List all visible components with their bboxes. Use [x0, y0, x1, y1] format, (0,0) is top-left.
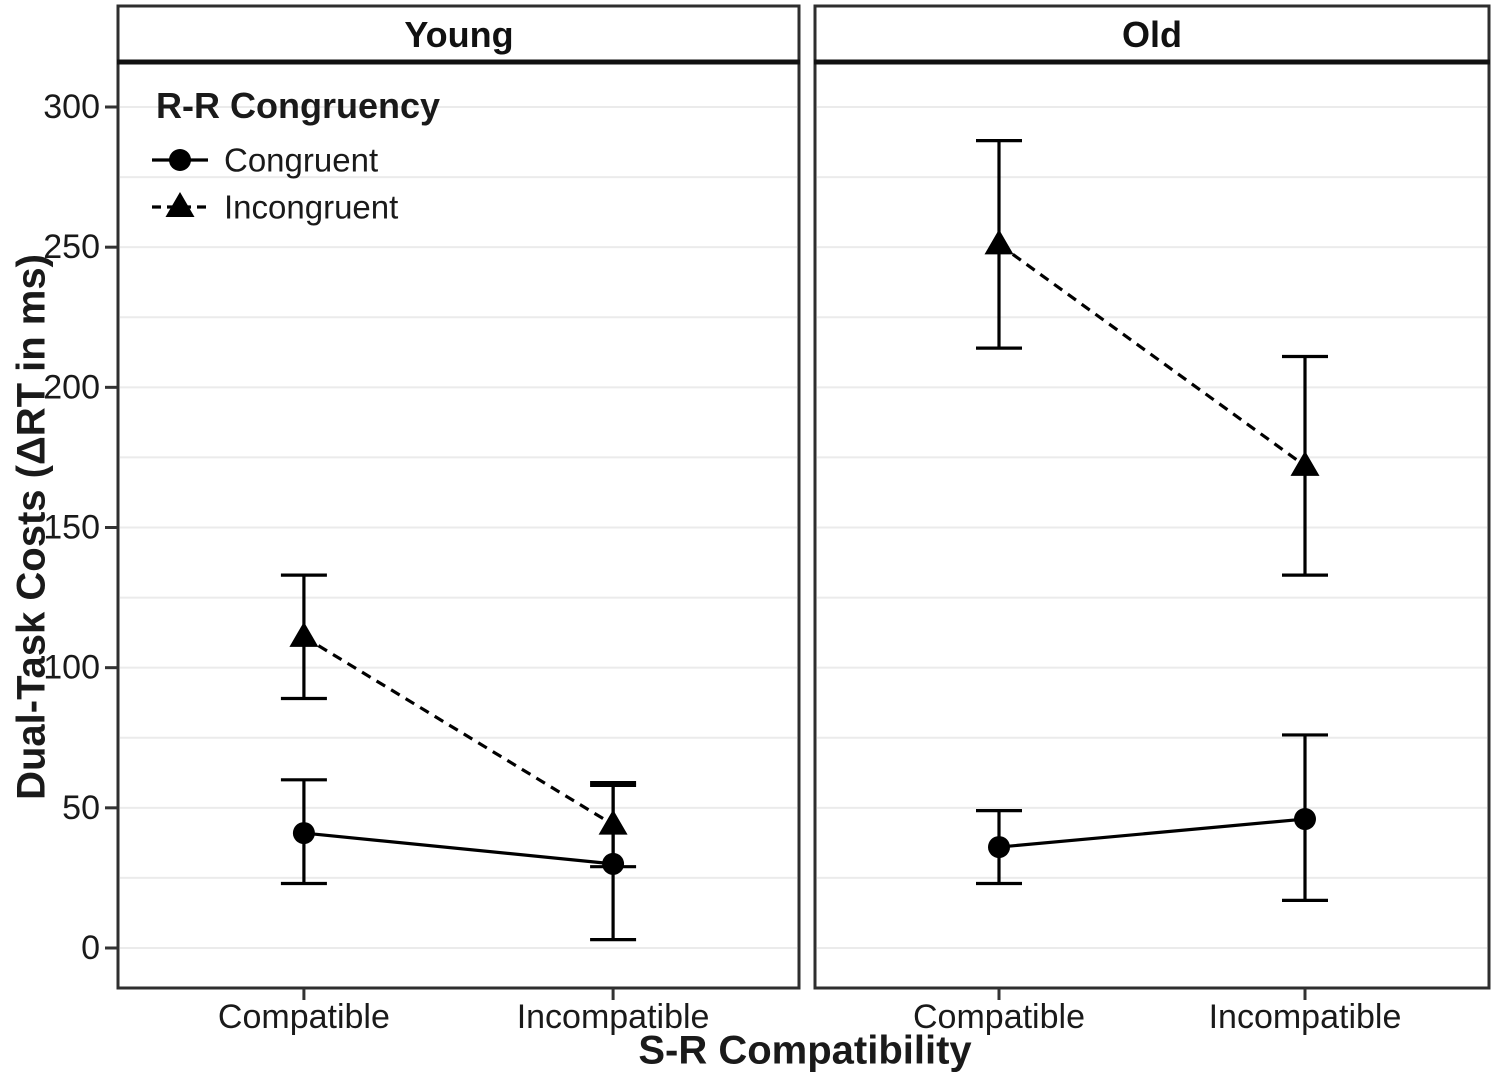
legend-label: Congruent [224, 142, 378, 179]
y-tick-label: 300 [43, 88, 100, 126]
series-line-incongruent [303, 635, 614, 827]
y-tick-label: 50 [62, 789, 100, 827]
legend-title: R-R Congruency [156, 85, 440, 126]
series-line-incongruent [998, 243, 1306, 468]
y-axis-title: Dual-Task Costs (ΔRT in ms) [9, 254, 54, 800]
data-point-circle-icon [602, 852, 625, 875]
y-tick-label: 100 [43, 649, 100, 687]
data-point-circle-icon [292, 822, 315, 845]
data-point-triangle-icon [1290, 450, 1320, 476]
y-tick-label: 250 [43, 228, 100, 266]
legend-label: Incongruent [224, 189, 398, 226]
x-tick-label: Incompatible [517, 998, 710, 1036]
y-tick-label: 150 [43, 509, 100, 547]
data-point-triangle-icon [289, 621, 319, 647]
data-point-triangle-icon [984, 229, 1014, 255]
data-point-circle-icon [1293, 808, 1316, 831]
panel-border [813, 4, 1491, 990]
facet-strip-label-young: Young [404, 14, 514, 55]
x-tick-label: Compatible [218, 998, 390, 1036]
x-axis-title: S-R Compatibility [638, 1028, 972, 1073]
y-tick-label: 200 [43, 368, 100, 406]
series-line-congruent [998, 817, 1306, 849]
series-line-congruent [303, 831, 614, 866]
x-tick-label: Compatible [913, 998, 1085, 1036]
panel-border [116, 4, 801, 990]
data-point-triangle-icon [598, 809, 628, 835]
legend-key-triangle-icon [165, 192, 195, 217]
x-tick-label: Incompatible [1209, 998, 1402, 1036]
data-point-circle-icon [988, 836, 1011, 859]
facet-strip-label-old: Old [1122, 14, 1182, 55]
y-tick-label: 0 [81, 929, 100, 967]
legend-key-circle-icon [169, 149, 191, 171]
